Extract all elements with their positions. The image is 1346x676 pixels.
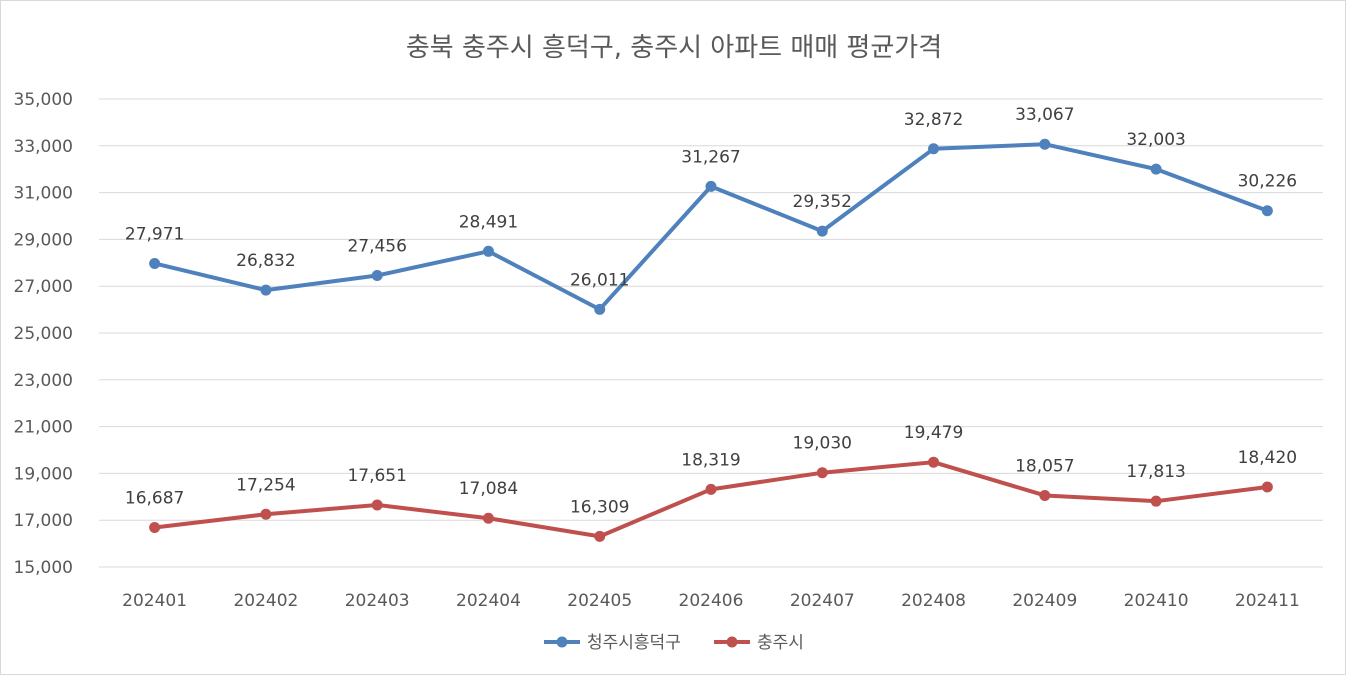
data-label: 17,254 <box>236 475 295 495</box>
x-tick-label: 202404 <box>456 591 521 611</box>
data-label: 28,491 <box>459 212 518 232</box>
y-tick-label: 33,000 <box>14 137 73 157</box>
x-tick-label: 202406 <box>679 591 744 611</box>
legend-item-1: 청주시흥덕구 <box>544 633 681 653</box>
y-tick-label: 25,000 <box>14 324 73 344</box>
data-label: 32,872 <box>904 110 963 130</box>
legend-swatch-marker <box>726 636 738 648</box>
y-tick-label: 27,000 <box>14 277 73 297</box>
data-label: 31,267 <box>681 147 740 167</box>
data-point <box>705 483 717 495</box>
data-label: 26,011 <box>570 270 629 290</box>
series-layer: 27,971 26,832 27,456 28,491 26,011 31,267 29,3… <box>125 105 1297 542</box>
data-point <box>1039 489 1051 501</box>
chart-title: 충북 충주시 흥덕구, 충주시 아파트 매매 평균가격 <box>406 33 942 63</box>
series-2: 16,687 17,254 17,651 17,084 16,309 18,319 19,0… <box>125 423 1297 542</box>
x-tick-label: 202405 <box>567 591 632 611</box>
data-point <box>482 512 494 524</box>
data-label: 27,456 <box>347 237 406 257</box>
legend-label: 청주시흥덕구 <box>587 633 681 653</box>
data-label: 16,687 <box>125 489 184 509</box>
data-point <box>1150 163 1162 175</box>
data-label: 18,319 <box>681 450 740 470</box>
data-point <box>928 143 940 155</box>
x-tick-label: 202402 <box>233 591 298 611</box>
y-tick-label: 17,000 <box>14 511 73 531</box>
data-label: 17,084 <box>459 479 518 499</box>
data-label: 18,420 <box>1238 448 1297 468</box>
data-label: 17,651 <box>347 466 406 486</box>
data-point <box>149 257 161 269</box>
x-tick-label: 202409 <box>1012 591 1077 611</box>
x-tick-label: 202408 <box>901 591 966 611</box>
data-point <box>1261 481 1273 493</box>
data-point <box>1150 495 1162 507</box>
data-label: 19,030 <box>793 434 852 454</box>
y-tick-label: 15,000 <box>14 558 73 578</box>
data-point <box>705 180 717 192</box>
x-tick-label: 202401 <box>122 591 187 611</box>
series-line <box>152 142 1270 312</box>
x-tick-label: 202410 <box>1124 591 1189 611</box>
x-tick-label: 202407 <box>790 591 855 611</box>
y-tick-label: 35,000 <box>14 90 73 110</box>
data-label: 30,226 <box>1238 172 1297 192</box>
legend-item-2: 충주시 <box>714 633 804 653</box>
x-tick-label: 202411 <box>1235 591 1300 611</box>
y-tick-label: 23,000 <box>14 371 73 391</box>
data-label: 33,067 <box>1015 105 1074 125</box>
data-point <box>149 522 161 534</box>
data-point <box>928 456 940 468</box>
x-axis-ticks: 202401 202402 202403 202404 202405 202406 2024… <box>122 591 1300 611</box>
data-label: 18,057 <box>1015 456 1074 476</box>
data-label: 17,813 <box>1126 462 1185 482</box>
data-label: 19,479 <box>904 423 963 443</box>
data-point <box>594 303 606 315</box>
legend: 청주시흥덕구 충주시 <box>544 633 804 653</box>
data-label: 27,971 <box>125 224 184 244</box>
y-tick-label: 29,000 <box>14 230 73 250</box>
y-tick-label: 19,000 <box>14 464 73 484</box>
data-label: 29,352 <box>793 192 852 212</box>
data-point <box>594 530 606 542</box>
data-point <box>1261 205 1273 217</box>
data-point <box>371 499 383 511</box>
data-point <box>1039 138 1051 150</box>
x-tick-label: 202403 <box>345 591 410 611</box>
legend-swatch-marker <box>556 636 568 648</box>
series-1: 27,971 26,832 27,456 28,491 26,011 31,267 29,3… <box>125 105 1297 315</box>
data-label: 32,003 <box>1126 130 1185 150</box>
legend-label: 충주시 <box>757 633 804 653</box>
gridlines <box>99 98 1323 568</box>
data-point <box>816 225 828 237</box>
y-tick-label: 21,000 <box>14 418 73 438</box>
data-point <box>816 467 828 479</box>
data-point <box>371 270 383 282</box>
data-label: 16,309 <box>570 497 629 517</box>
y-tick-label: 31,000 <box>14 184 73 204</box>
data-point <box>482 245 494 257</box>
y-axis-ticks: 15,000 17,000 19,000 21,000 23,000 25,000 27,0… <box>14 90 73 578</box>
data-label: 26,832 <box>236 251 295 271</box>
data-point <box>260 508 272 520</box>
data-point <box>260 284 272 296</box>
